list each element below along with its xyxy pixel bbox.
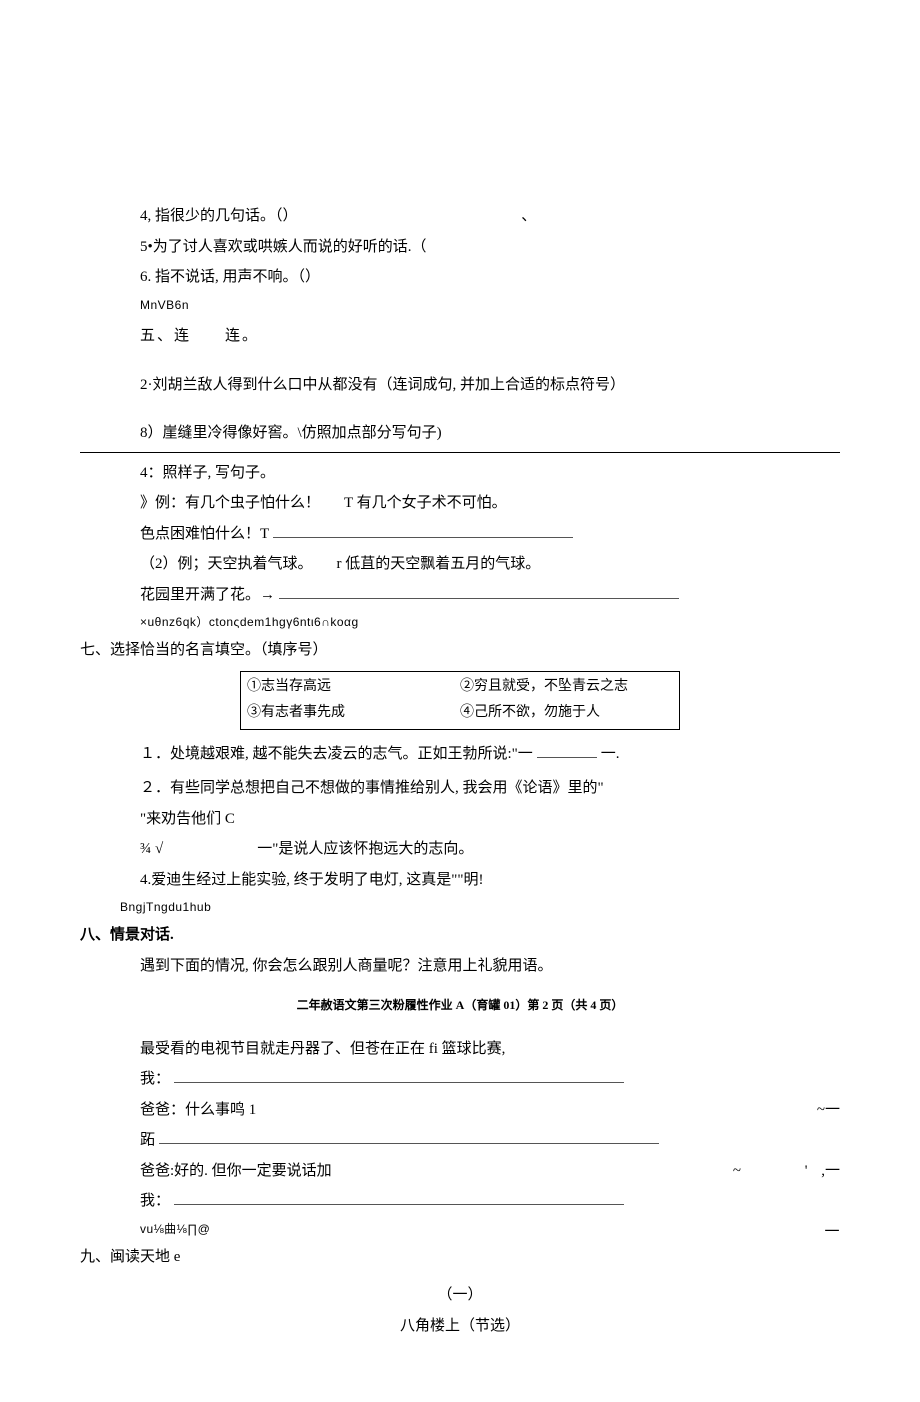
reading-title: 八角楼上（节选）: [80, 1312, 840, 1341]
q7-2b: "来劝告他们 C: [80, 805, 840, 834]
fill-blank-d6[interactable]: [174, 1191, 624, 1205]
q6-line: 6. 指不说话, 用声不响。（）: [80, 263, 840, 292]
dialog-2: 我：: [80, 1065, 840, 1094]
box-c1: ①志当存高远: [247, 674, 460, 701]
dialog-3: 爸爸：什么事鸣 1 ~一: [80, 1096, 840, 1125]
q7-4: 4.爱迪生经过上能实验, 终于发明了电灯, 这真是""明!: [80, 866, 840, 895]
fill-blank-1[interactable]: [273, 524, 573, 538]
fill-blank-3[interactable]: [537, 744, 597, 758]
code3: BngjTngdu1hub: [80, 896, 840, 919]
box-c4: ④己所不欲，勿施于人: [460, 700, 673, 727]
q7-1: １．处境越艰难, 越不能失去凌云的志气。正如王勃所说:"一 一.: [80, 740, 840, 769]
d3-text: 爸爸：什么事鸣 1: [140, 1102, 256, 1118]
s5-blank2: 花园里开满了花。→: [140, 581, 275, 610]
section-7-title: 七、选择恰当的名言填空。（填序号）: [80, 636, 840, 665]
d6-label: 我：: [140, 1187, 170, 1216]
d5-text: 爸爸:好的. 但你一定要说话加: [140, 1163, 332, 1179]
fill-blank-d4[interactable]: [159, 1130, 659, 1144]
s5-blank2-row: 花园里开满了花。→: [80, 581, 840, 610]
q7-3b: 一"是说人应该怀抱远大的志向。: [257, 835, 473, 864]
s5-blank1: 色点困难怕什么！T: [140, 520, 269, 549]
s8-intro: 遇到下面的情况, 你会怎么跟别人商量呢？注意用上礼貌用语。: [80, 952, 840, 981]
dialog-4: 跖: [80, 1126, 840, 1155]
dialog-1: 最受看的电视节目就走丹器了、但苍在正在 fi 篮球比赛,: [80, 1035, 840, 1064]
q7-2: ２．有些同学总想把自己不想做的事情推给别人, 我会用《论语》里的": [80, 774, 840, 803]
section-9-title: 九、闽读天地 e: [80, 1243, 840, 1272]
s5-ex2: （2）例；天空执着气球。 r 低苴的天空飘着五月的气球。: [80, 550, 840, 579]
s5-item8: 8）崖缝里冷得像好窖。\仿照加点部分写句子): [80, 419, 840, 448]
code4: vu⅛曲⅛∏@ 一: [80, 1218, 840, 1241]
code4-text: vu⅛曲⅛∏@: [140, 1222, 210, 1236]
q7-1a: １．处境越艰难, 越不能失去凌云的志气。正如王勃所说:"一: [140, 740, 533, 769]
section-5-title: 五、连 连。: [80, 322, 840, 351]
q4-text: 4, 指很少的几句话。（）: [140, 208, 298, 224]
page-footer: 二年赦语文第三次粉履性作业 A（育罐 01）第 2 页（共 4 页）: [80, 994, 840, 1017]
section-8-title: 八、情景对话.: [80, 921, 840, 950]
s5-blank1-row: 色点困难怕什么！T: [80, 520, 840, 549]
dialog-6: 我：: [80, 1187, 840, 1216]
q7-3a: ¾ √: [140, 835, 163, 864]
d5r2: ': [805, 1163, 808, 1179]
s5-ex1a: 》例：有几个虫子怕什么！: [140, 489, 320, 518]
s5-ex2b: r 低苴的天空飘着五月的气球。: [337, 550, 541, 579]
d4-label: 跖: [140, 1126, 155, 1155]
code2: ×uθnz6qk）ctonςdem1hgγ6ntι6∩koαg: [80, 611, 840, 634]
dialog-5: 爸爸:好的. 但你一定要说话加 ~ ' ,一: [80, 1157, 840, 1186]
d2-label: 我：: [140, 1065, 170, 1094]
d7r: 一: [824, 1218, 840, 1247]
d5r1: ~: [733, 1163, 741, 1179]
q5-line: 5•为了讨人喜欢或哄嫉人而说的好听的话.（: [80, 233, 840, 262]
q4-tail: 、: [521, 208, 536, 224]
fill-blank-2[interactable]: [279, 585, 679, 599]
s5-item2: 2·刘胡兰敌人得到什么口中从都没有（连词成句, 并加上合适的标点符号）: [80, 371, 840, 400]
s5-ex1: 》例：有几个虫子怕什么！ T 有几个女子术不可怕。: [80, 489, 840, 518]
q7-1b: 一.: [601, 740, 620, 769]
d3-right: ~一: [817, 1096, 840, 1125]
q7-3: ¾ √ 一"是说人应该怀抱远大的志向。: [80, 835, 840, 864]
s5-item4: 4：照样子, 写句子。: [80, 459, 840, 488]
s5-ex2a: （2）例；天空执着气球。: [140, 550, 313, 579]
d5r3: ,一: [821, 1163, 840, 1179]
code1: MnVB6n: [80, 294, 840, 317]
q4-line: 4, 指很少的几句话。（） 、: [80, 202, 840, 231]
fill-blank-d2[interactable]: [174, 1069, 624, 1083]
reading-num: （一）: [80, 1281, 840, 1310]
quote-box: ①志当存高远 ②穷且就受，不坠青云之志 ③有志者事先成 ④己所不欲，勿施于人: [240, 671, 680, 730]
box-c2: ②穷且就受，不坠青云之志: [460, 674, 673, 701]
rule-1: [80, 452, 840, 453]
s5-ex1b: T 有几个女子术不可怕。: [344, 489, 507, 518]
box-c3: ③有志者事先成: [247, 700, 460, 727]
